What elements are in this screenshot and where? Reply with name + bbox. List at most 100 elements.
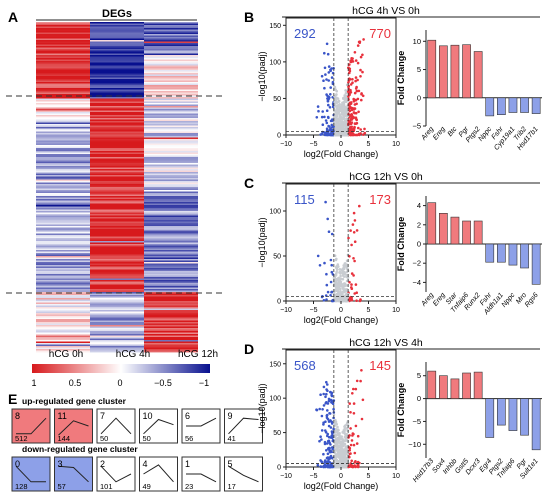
heatmap-cell bbox=[36, 181, 90, 183]
volcano-point bbox=[350, 121, 354, 124]
heatmap-cell bbox=[36, 157, 90, 159]
heatmap-cell bbox=[144, 133, 198, 135]
volcano-y-tick-label: 100 bbox=[269, 209, 281, 216]
volcano-point bbox=[332, 427, 335, 431]
heatmap-cell bbox=[144, 181, 198, 183]
heatmap-cell bbox=[90, 148, 144, 150]
volcano-point bbox=[332, 292, 336, 296]
volcano-x-tick-label: −10 bbox=[280, 141, 292, 148]
heatmap-cell bbox=[36, 115, 90, 117]
volcano-point bbox=[337, 292, 341, 295]
heatmap-cell bbox=[36, 317, 90, 320]
heatmap-cell bbox=[90, 172, 144, 174]
heatmap-cell bbox=[144, 76, 198, 78]
heatmap-cell bbox=[90, 160, 144, 162]
volcano-y-tick-label: 50 bbox=[273, 96, 281, 103]
volcano-point bbox=[360, 92, 363, 95]
heatmap-cell bbox=[144, 302, 198, 305]
volcano-point bbox=[354, 79, 357, 83]
heatmap-cell bbox=[90, 211, 144, 213]
volcano-point bbox=[338, 434, 341, 437]
volcano-point bbox=[334, 463, 337, 467]
heatmap-cell bbox=[144, 233, 198, 236]
volcano-point bbox=[354, 98, 358, 102]
heatmap-cell bbox=[90, 191, 144, 194]
bar-y-tick-label: −4 bbox=[412, 278, 421, 287]
volcano-point bbox=[349, 83, 353, 86]
heatmap-cell bbox=[36, 323, 90, 326]
heatmap-cell bbox=[36, 206, 90, 209]
heatmap-cell bbox=[90, 271, 144, 273]
cluster-count: 23 bbox=[185, 482, 193, 491]
heatmap-cell bbox=[36, 338, 90, 341]
heatmap-cell bbox=[36, 76, 90, 78]
cluster-box bbox=[11, 456, 51, 492]
heatmap-cell bbox=[90, 92, 144, 95]
volcano-point bbox=[334, 125, 337, 128]
heatmap-cell bbox=[90, 304, 144, 306]
heatmap-cell bbox=[90, 313, 144, 315]
heatmap-cell bbox=[36, 91, 90, 93]
heatmap-cell bbox=[144, 299, 198, 302]
volcano-point bbox=[342, 104, 346, 107]
cluster-count: 49 bbox=[143, 482, 151, 491]
volcano-point bbox=[356, 44, 360, 47]
heatmap-cell bbox=[144, 185, 198, 188]
comparison-title: hCG 12h VS 0h bbox=[349, 171, 423, 183]
volcano-point bbox=[355, 291, 359, 295]
volcano-point bbox=[354, 87, 358, 90]
heatmap-cell bbox=[144, 31, 198, 33]
heatmap-cell bbox=[90, 112, 144, 114]
heatmap-cell bbox=[90, 226, 144, 228]
volcano-point bbox=[341, 127, 345, 130]
heatmap-cell bbox=[90, 143, 144, 146]
volcano-point bbox=[333, 108, 336, 111]
heatmap-cell bbox=[90, 268, 144, 270]
heatmap-cell bbox=[36, 65, 90, 68]
heatmap-cell bbox=[36, 284, 90, 287]
volcano-point bbox=[335, 266, 339, 270]
heatmap-cell bbox=[144, 137, 198, 140]
heatmap-cell bbox=[36, 292, 90, 294]
heatmap-cell bbox=[144, 166, 198, 168]
heatmap-cell bbox=[144, 200, 198, 203]
heatmap-cell bbox=[144, 190, 198, 192]
volcano-point bbox=[338, 287, 342, 291]
heatmap-cell bbox=[90, 85, 144, 87]
volcano-point bbox=[325, 127, 329, 130]
volcano-x-tick-label: 5 bbox=[367, 307, 371, 314]
fold-change-bar bbox=[520, 398, 529, 436]
heatmap-cell bbox=[36, 40, 90, 42]
heatmap-cell bbox=[90, 71, 144, 74]
heatmap-cell bbox=[90, 214, 144, 216]
volcano-point bbox=[333, 457, 336, 461]
heatmap-cell bbox=[144, 340, 198, 342]
volcano-point bbox=[330, 76, 334, 79]
heatmap-cell bbox=[144, 202, 198, 204]
heatmap-cell bbox=[90, 227, 144, 230]
heatmap-cell bbox=[90, 245, 144, 248]
heatmap-cell bbox=[36, 341, 90, 344]
heatmap-cell bbox=[36, 176, 90, 179]
volcano-point bbox=[325, 133, 329, 137]
heatmap-cell bbox=[144, 53, 198, 56]
heatmap-cell bbox=[90, 296, 144, 299]
heatmap-cell bbox=[144, 331, 198, 333]
volcano-point bbox=[337, 103, 340, 107]
heatmap-cell bbox=[144, 308, 198, 311]
heatmap-cell bbox=[90, 77, 144, 80]
heatmap-cell bbox=[90, 248, 144, 251]
volcano-point bbox=[339, 462, 343, 466]
volcano-x-tick-label: 10 bbox=[392, 141, 400, 148]
volcano-point bbox=[336, 299, 339, 303]
heatmap-cell bbox=[90, 221, 144, 224]
panel-letter-d: D bbox=[244, 341, 254, 357]
heatmap-cell bbox=[144, 187, 198, 189]
volcano-point bbox=[332, 407, 335, 411]
volcano-point bbox=[317, 109, 320, 113]
heatmap-cell bbox=[90, 179, 144, 182]
heatmap-cell bbox=[36, 80, 90, 83]
volcano-point bbox=[343, 294, 347, 298]
heatmap-cell bbox=[144, 122, 198, 125]
